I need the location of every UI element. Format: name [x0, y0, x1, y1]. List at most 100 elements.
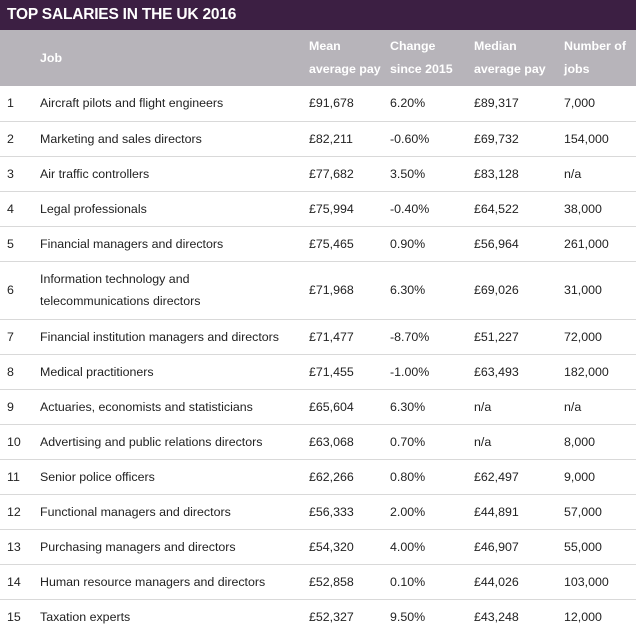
median-pay-cell: £69,732 — [472, 121, 562, 157]
mean-pay-cell: £71,455 — [307, 354, 388, 390]
change-cell: -8.70% — [388, 319, 472, 355]
median-pay-cell: £69,026 — [472, 261, 562, 320]
rank-cell: 15 — [7, 609, 21, 624]
table-row: 5 Financial managers and directors £75,4… — [0, 226, 636, 262]
job-cell: Legal professionals — [31, 191, 307, 227]
job-cell: Aircraft pilots and flight engineers — [31, 86, 307, 122]
median-pay-cell: £44,026 — [472, 564, 562, 600]
jobs-count-cell: 182,000 — [562, 354, 636, 390]
mean-pay-cell: £63,068 — [307, 424, 388, 460]
median-pay-cell: £46,907 — [472, 529, 562, 565]
jobs-count-cell: 7,000 — [562, 86, 636, 122]
job-cell: Financial institution managers and direc… — [31, 319, 307, 355]
rank-cell: 3 — [0, 156, 31, 192]
job-cell: Actuaries, economists and statisticians — [31, 389, 307, 425]
table-row: 8 Medical practitioners £71,455 -1.00% £… — [0, 354, 636, 390]
median-pay-cell: £83,128 — [472, 156, 562, 192]
change-cell: -1.00% — [388, 354, 472, 390]
table-row: 10 Advertising and public relations dire… — [0, 424, 636, 460]
job-cell: Financial managers and directors — [31, 226, 307, 262]
rank-cell: 4 — [0, 191, 31, 227]
header-number-of-jobs-line1: Number of — [564, 39, 626, 53]
change-cell: 0.90% — [388, 226, 472, 262]
rank-cell: 1 — [0, 86, 31, 122]
change-cell: -0.40% — [388, 191, 472, 227]
header-median-pay: Median average pay — [472, 30, 562, 86]
change-cell: 0.10% — [388, 564, 472, 600]
jobs-count-cell: 55,000 — [562, 529, 636, 565]
median-pay-cell: £89,317 — [472, 86, 562, 122]
mean-pay-cell: £75,994 — [307, 191, 388, 227]
rank-cell: 6 — [0, 261, 31, 320]
jobs-count-cell: 9,000 — [562, 459, 636, 495]
job-cell: Medical practitioners — [31, 354, 307, 390]
job-cell: Purchasing managers and directors — [31, 529, 307, 565]
table-header-row: Job Mean average pay Change since 2015 M… — [0, 30, 636, 86]
table-row: 15 Taxation experts £52,327 9.50% £43,24… — [0, 599, 636, 634]
job-cell: Information technology and telecommunica… — [31, 261, 307, 320]
median-pay-cell: £51,227 — [472, 319, 562, 355]
median-pay-cell: £62,497 — [472, 459, 562, 495]
header-mean-pay: Mean average pay — [307, 30, 388, 86]
median-pay-cell: £56,964 — [472, 226, 562, 262]
jobs-count-cell: 12,000 — [564, 609, 602, 624]
mean-pay-cell: £75,465 — [307, 226, 388, 262]
median-pay-cell: £63,493 — [472, 354, 562, 390]
rank-cell: 7 — [0, 319, 31, 355]
header-change: Change since 2015 — [388, 30, 472, 86]
table-row: 1 Aircraft pilots and flight engineers £… — [0, 86, 636, 122]
jobs-count-cell: n/a — [562, 156, 636, 192]
rank-cell: 5 — [0, 226, 31, 262]
mean-pay-cell: £62,266 — [307, 459, 388, 495]
jobs-count-cell: 57,000 — [562, 494, 636, 530]
change-cell: 0.80% — [388, 459, 472, 495]
median-pay-cell: £43,248 — [474, 609, 519, 624]
median-pay-cell: £64,522 — [472, 191, 562, 227]
mean-pay-cell: £82,211 — [307, 121, 388, 157]
jobs-count-cell: 261,000 — [562, 226, 636, 262]
median-pay-cell: n/a — [472, 389, 562, 425]
table-title: TOP SALARIES IN THE UK 2016 — [0, 0, 636, 30]
header-job: Job — [31, 30, 307, 86]
header-median-pay-line1: Median — [474, 39, 517, 53]
header-number-of-jobs-line2: jobs — [564, 62, 590, 76]
mean-pay-cell: £91,678 — [307, 86, 388, 122]
change-cell: 6.30% — [388, 261, 472, 320]
change-cell: 9.50% — [390, 609, 426, 624]
header-number-of-jobs: Number of jobs — [562, 30, 636, 86]
header-median-pay-line2: average pay — [474, 62, 546, 76]
table-row: 9 Actuaries, economists and statistician… — [0, 389, 636, 425]
table-row: 3 Air traffic controllers £77,682 3.50% … — [0, 156, 636, 192]
rank-cell: 12 — [0, 494, 31, 530]
jobs-count-cell: 103,000 — [562, 564, 636, 600]
change-cell: 0.70% — [388, 424, 472, 460]
change-cell: 2.00% — [388, 494, 472, 530]
mean-pay-cell: £52,858 — [307, 564, 388, 600]
table-row: 14 Human resource managers and directors… — [0, 564, 636, 600]
header-mean-pay-line1: Mean — [309, 39, 341, 53]
rank-cell: 2 — [0, 121, 31, 157]
mean-pay-cell: £56,333 — [307, 494, 388, 530]
table-row: 2 Marketing and sales directors £82,211 … — [0, 121, 636, 157]
table-row: 6 Information technology and telecommuni… — [0, 261, 636, 320]
rank-cell: 14 — [0, 564, 31, 600]
mean-pay-cell: £54,320 — [307, 529, 388, 565]
mean-pay-cell: £77,682 — [307, 156, 388, 192]
job-cell: Senior police officers — [31, 459, 307, 495]
header-change-line1: Change — [390, 39, 436, 53]
rank-cell: 9 — [0, 389, 31, 425]
rank-cell: 10 — [0, 424, 31, 460]
job-cell: Human resource managers and directors — [31, 564, 307, 600]
table-row: 13 Purchasing managers and directors £54… — [0, 529, 636, 565]
change-cell: 3.50% — [388, 156, 472, 192]
job-cell: Functional managers and directors — [31, 494, 307, 530]
table-row: 12 Functional managers and directors £56… — [0, 494, 636, 530]
job-cell: Taxation experts — [40, 609, 131, 624]
mean-pay-cell: £65,604 — [307, 389, 388, 425]
change-cell: -0.60% — [388, 121, 472, 157]
jobs-count-cell: 72,000 — [562, 319, 636, 355]
header-change-line2: since 2015 — [390, 62, 453, 76]
median-pay-cell: n/a — [472, 424, 562, 460]
median-pay-cell: £44,891 — [472, 494, 562, 530]
